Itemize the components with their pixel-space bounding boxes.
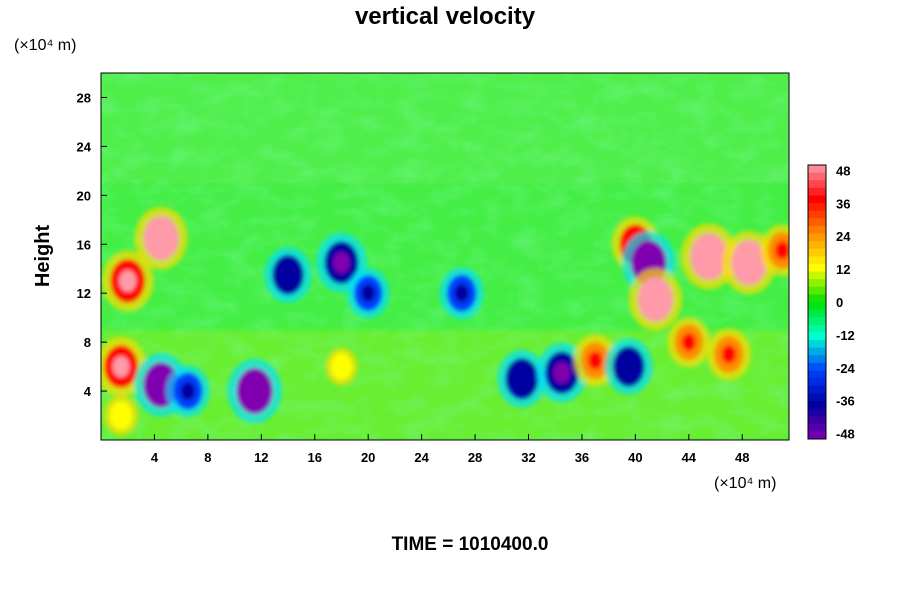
- feature-core: [587, 351, 603, 370]
- colorbar-swatch: [808, 309, 826, 318]
- feature-core: [115, 408, 127, 423]
- colorbar-tick-label: 24: [836, 229, 851, 244]
- colorbar-swatch: [808, 347, 826, 356]
- colorbar-swatch: [808, 416, 826, 425]
- feature-core: [280, 264, 296, 285]
- colorbar-tick-label: 0: [836, 295, 843, 310]
- x-axis-ticks: 4 8 12 16 20 24 28 32 36 40 44 48: [151, 434, 749, 465]
- colorbar-swatch: [808, 393, 826, 402]
- colorbar-tick-label: -12: [836, 328, 855, 343]
- x-tick-label: 24: [414, 450, 429, 465]
- colorbar-swatch: [808, 408, 826, 417]
- y-tick-label: 8: [84, 335, 91, 350]
- colorbar-swatch: [808, 203, 826, 212]
- colorbar-swatch: [808, 187, 826, 196]
- colorbar-swatch: [808, 263, 826, 273]
- feature-core: [180, 381, 196, 401]
- feature-core: [739, 251, 758, 274]
- colorbar-tick-label: 36: [836, 196, 850, 211]
- feature-core: [245, 379, 264, 403]
- colorbar-swatch: [808, 195, 826, 204]
- colorbar-swatch: [808, 210, 826, 219]
- feature-core: [336, 359, 347, 374]
- colorbar-swatch: [808, 362, 826, 371]
- colorbar-swatch: [808, 431, 826, 440]
- colorbar-swatch: [808, 294, 826, 303]
- y-tick-label: 20: [77, 188, 91, 203]
- y-tick-label: 4: [84, 384, 92, 399]
- x-tick-label: 12: [254, 450, 268, 465]
- x-tick-label: 48: [735, 450, 749, 465]
- feature-core: [333, 252, 350, 274]
- feature-core: [119, 270, 137, 292]
- x-tick-label: 32: [521, 450, 535, 465]
- colorbar-swatch: [808, 340, 826, 349]
- colorbar-swatch: [808, 355, 826, 364]
- colorbar-swatch: [808, 241, 826, 250]
- colorbar-swatch: [808, 233, 826, 242]
- colorbar-swatch: [808, 180, 826, 189]
- feature-core: [646, 288, 665, 311]
- chart-title: vertical velocity: [355, 3, 536, 30]
- colorbar-swatch: [808, 385, 826, 394]
- colorbar-swatch: [808, 172, 826, 181]
- colorbar-tick-label: -36: [836, 394, 855, 409]
- feature-core: [112, 356, 130, 378]
- colorbar: 48 36 24 12 0 -12 -24 -36 -48: [807, 163, 856, 442]
- colorbar-swatch: [808, 165, 826, 174]
- feature-core: [699, 244, 719, 269]
- feature-core: [513, 368, 530, 390]
- x-tick-label: 36: [575, 450, 589, 465]
- x-tick-label: 8: [204, 450, 211, 465]
- y-tick-label: 28: [77, 90, 91, 105]
- feature-core: [454, 284, 469, 303]
- y-axis-ticks: 4 8 12 16 20 24 28: [77, 90, 107, 399]
- colorbar-tick-label: -24: [836, 361, 856, 376]
- colorbar-swatch: [808, 332, 826, 341]
- x-tick-label: 16: [308, 450, 322, 465]
- feature-core: [152, 373, 171, 397]
- y-tick-label: 12: [77, 286, 91, 301]
- colorbar-swatch: [808, 317, 826, 326]
- colorbar-frame: [807, 164, 827, 440]
- colorbar-swatch: [808, 248, 826, 257]
- colorbar-swatch: [808, 256, 826, 265]
- x-axis-unit: (×10⁴ m): [714, 475, 776, 492]
- colorbar-swatch: [808, 400, 826, 410]
- y-tick-label: 16: [77, 237, 91, 252]
- x-tick-label: 4: [151, 450, 159, 465]
- colorbar-swatch: [808, 225, 826, 234]
- colorbar-swatch: [808, 324, 826, 333]
- feature-core: [361, 284, 376, 303]
- x-tick-label: 44: [682, 450, 697, 465]
- colorbar-swatch: [808, 302, 826, 311]
- time-label: TIME = 1010400.0: [392, 534, 549, 555]
- colorbar-tick-label: 48: [836, 163, 850, 178]
- feature-core: [681, 333, 696, 352]
- colorbar-swatch: [808, 370, 826, 379]
- x-tick-label: 28: [468, 450, 482, 465]
- plot-area: [101, 73, 789, 440]
- colorbar-tick-label: 12: [836, 262, 850, 277]
- feature-core: [721, 345, 737, 364]
- colorbar-swatch: [808, 286, 826, 295]
- y-tick-label: 24: [77, 139, 92, 154]
- colorbar-swatch: [808, 218, 826, 227]
- x-tick-label: 20: [361, 450, 375, 465]
- x-tick-label: 40: [628, 450, 642, 465]
- plot-frame: [100, 72, 790, 441]
- colorbar-swatch: [808, 378, 826, 387]
- colorbar-swatch: [808, 279, 826, 288]
- feature-layer: [101, 206, 789, 436]
- colorbar-tick-label: -48: [836, 427, 855, 442]
- feature-core: [620, 356, 637, 377]
- feature-core: [553, 362, 571, 384]
- feature-core: [775, 241, 789, 260]
- feature-core: [152, 226, 170, 250]
- colorbar-swatch: [808, 423, 826, 432]
- colorbar-swatch: [808, 271, 826, 280]
- y-axis-unit: (×10⁴ m): [14, 37, 76, 54]
- y-axis-label: Height: [32, 225, 54, 288]
